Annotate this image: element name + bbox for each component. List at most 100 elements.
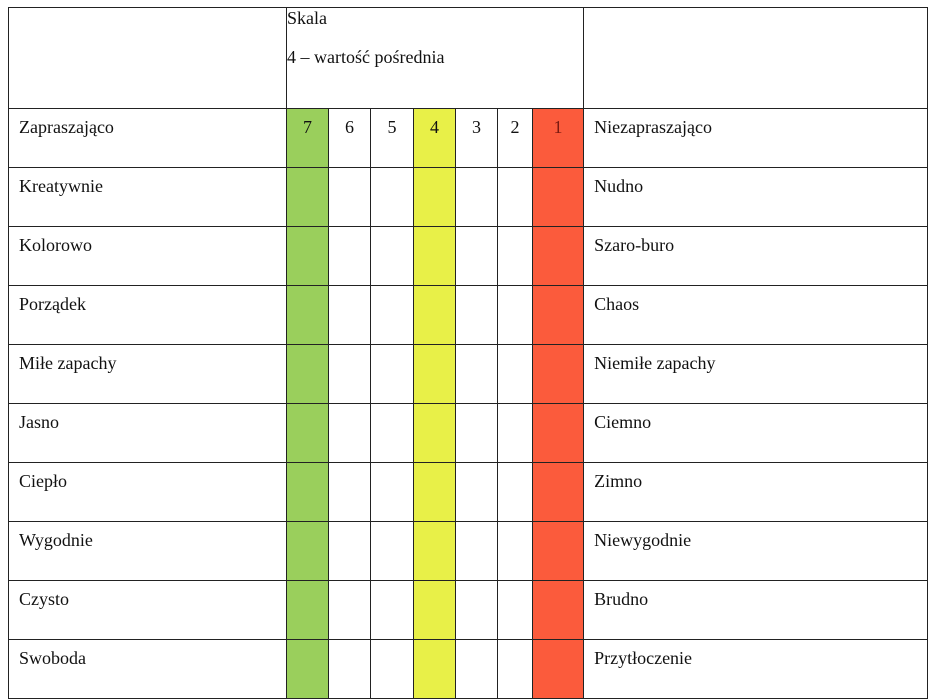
scale-cell-3[interactable] xyxy=(455,462,498,522)
scale-cell-4[interactable] xyxy=(413,521,456,581)
table-row: Kreatywnie Nudno xyxy=(8,167,929,227)
scale-cell-4[interactable] xyxy=(413,462,456,522)
scale-cell-4[interactable]: 4 xyxy=(413,108,456,168)
scale-cell-5[interactable] xyxy=(370,285,414,345)
scale-cell-7[interactable] xyxy=(286,344,329,404)
scale-cell-6[interactable] xyxy=(328,580,371,640)
left-adjective: Jasno xyxy=(8,403,287,463)
scale-cell-1[interactable] xyxy=(531,403,585,463)
scale-cell-3[interactable] xyxy=(455,285,498,345)
scale-cell-6[interactable] xyxy=(328,521,371,581)
table-row: Czysto Brudno xyxy=(8,580,929,640)
scale-cell-1[interactable] xyxy=(531,344,585,404)
scale-cell-2[interactable] xyxy=(497,580,533,640)
scale-cell-2[interactable]: 2 xyxy=(497,108,533,168)
scale-cell-5[interactable] xyxy=(370,167,414,227)
scale-cell-2[interactable] xyxy=(497,639,533,699)
table-row: Porządek Chaos xyxy=(8,285,929,345)
scale-cell-5[interactable] xyxy=(370,462,414,522)
scale-cell-7[interactable] xyxy=(286,521,329,581)
scale-cell-6[interactable] xyxy=(328,403,371,463)
scale-cell-3[interactable] xyxy=(455,167,498,227)
scale-cell-6[interactable]: 6 xyxy=(328,108,371,168)
scale-cell-6[interactable] xyxy=(328,167,371,227)
scale-cell-1[interactable] xyxy=(531,226,585,286)
scale-cell-5[interactable] xyxy=(370,344,414,404)
scale-cell-4[interactable] xyxy=(413,403,456,463)
scale-cell-1[interactable] xyxy=(531,285,585,345)
header-empty-left xyxy=(8,7,287,109)
scale-cell-3[interactable] xyxy=(455,521,498,581)
scale-cell-1[interactable] xyxy=(531,639,585,699)
right-adjective: Przytłoczenie xyxy=(583,639,929,699)
scale-cell-2[interactable] xyxy=(497,521,533,581)
left-adjective: Wygodnie xyxy=(8,521,287,581)
right-adjective: Niewygodnie xyxy=(583,521,929,581)
scale-cell-7[interactable] xyxy=(286,167,329,227)
scale-cell-7[interactable] xyxy=(286,639,329,699)
table-row: Ciepło Zimno xyxy=(8,462,929,522)
scale-cell-7[interactable] xyxy=(286,403,329,463)
scale-cell-3[interactable] xyxy=(455,580,498,640)
scale-cell-6[interactable] xyxy=(328,226,371,286)
right-adjective: Niemiłe zapachy xyxy=(583,344,929,404)
scale-title: Skala xyxy=(287,8,327,28)
scale-cell-4[interactable] xyxy=(413,580,456,640)
scale-cell-3[interactable] xyxy=(455,226,498,286)
scale-cell-1[interactable] xyxy=(531,167,585,227)
right-adjective: Ciemno xyxy=(583,403,929,463)
left-adjective: Kreatywnie xyxy=(8,167,287,227)
scale-cell-6[interactable] xyxy=(328,462,371,522)
scale-cell-4[interactable] xyxy=(413,167,456,227)
scale-cell-2[interactable] xyxy=(497,226,533,286)
scale-cell-4[interactable] xyxy=(413,285,456,345)
right-adjective: Chaos xyxy=(583,285,929,345)
scale-cell-4[interactable] xyxy=(413,344,456,404)
table-row: Wygodnie Niewygodnie xyxy=(8,521,929,581)
scale-cell-7[interactable] xyxy=(286,285,329,345)
table-row: Kolorowo Szaro-buro xyxy=(8,226,929,286)
right-adjective: Szaro-buro xyxy=(583,226,929,286)
scale-cell-2[interactable] xyxy=(497,403,533,463)
scale-cell-3[interactable] xyxy=(455,403,498,463)
left-adjective: Zapraszająco xyxy=(8,108,287,168)
scale-cell-4[interactable] xyxy=(413,639,456,699)
scale-header-cell: Skala 4 – wartość pośrednia xyxy=(285,7,585,109)
scale-cell-7[interactable] xyxy=(286,580,329,640)
table-row: Miłe zapachy Niemiłe zapachy xyxy=(8,344,929,404)
scale-cell-1[interactable]: 1 xyxy=(531,108,585,168)
scale-cell-5[interactable] xyxy=(370,521,414,581)
scale-cell-6[interactable] xyxy=(328,285,371,345)
scale-cell-2[interactable] xyxy=(497,462,533,522)
table-row: Jasno Ciemno xyxy=(8,403,929,463)
scale-cell-1[interactable] xyxy=(531,580,585,640)
scale-cell-1[interactable] xyxy=(531,462,585,522)
scale-cell-1[interactable] xyxy=(531,521,585,581)
table-row: Swoboda Przytłoczenie xyxy=(8,639,929,699)
scale-cell-5[interactable] xyxy=(370,580,414,640)
table-row: Zapraszająco 7 6 5 4 3 2 1 Niezapraszająco xyxy=(8,108,929,168)
scale-cell-5[interactable] xyxy=(370,639,414,699)
left-adjective: Czysto xyxy=(8,580,287,640)
left-adjective: Miłe zapachy xyxy=(8,344,287,404)
left-adjective: Ciepło xyxy=(8,462,287,522)
scale-cell-5[interactable] xyxy=(370,403,414,463)
scale-cell-7[interactable]: 7 xyxy=(286,108,329,168)
scale-cell-6[interactable] xyxy=(328,639,371,699)
scale-cell-2[interactable] xyxy=(497,285,533,345)
left-adjective: Porządek xyxy=(8,285,287,345)
scale-cell-3[interactable]: 3 xyxy=(455,108,498,168)
scale-cell-4[interactable] xyxy=(413,226,456,286)
scale-cell-3[interactable] xyxy=(455,639,498,699)
scale-cell-2[interactable] xyxy=(497,167,533,227)
header-empty-right xyxy=(583,7,929,109)
left-adjective: Swoboda xyxy=(8,639,287,699)
scale-cell-3[interactable] xyxy=(455,344,498,404)
scale-cell-5[interactable] xyxy=(370,226,414,286)
scale-cell-6[interactable] xyxy=(328,344,371,404)
right-adjective: Zimno xyxy=(583,462,929,522)
scale-cell-7[interactable] xyxy=(286,226,329,286)
scale-cell-2[interactable] xyxy=(497,344,533,404)
scale-cell-5[interactable]: 5 xyxy=(370,108,414,168)
scale-cell-7[interactable] xyxy=(286,462,329,522)
